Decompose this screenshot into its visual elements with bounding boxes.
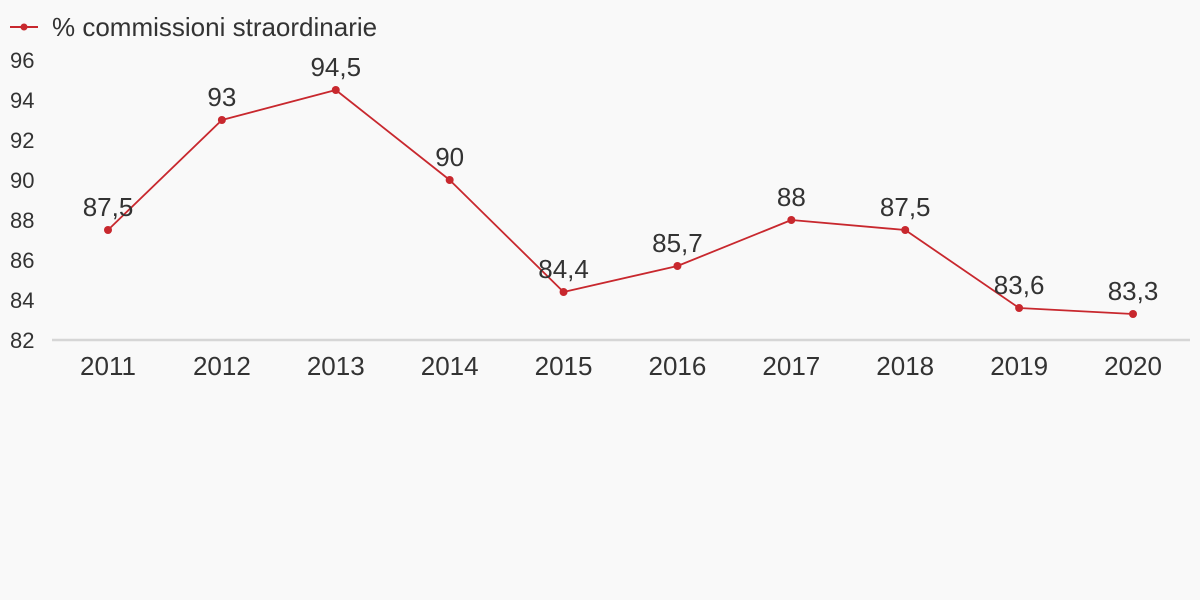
data-label: 94,5 <box>310 52 361 82</box>
data-label: 85,7 <box>652 228 703 258</box>
data-point <box>559 288 568 296</box>
x-tick-label: 2015 <box>535 351 593 381</box>
data-label: 90 <box>435 142 464 172</box>
data-point <box>787 216 796 224</box>
data-label: 88 <box>777 182 806 212</box>
x-tick-label: 2011 <box>80 351 136 381</box>
data-labels: 87,5 93 94,5 90 84,4 85,7 88 87,5 83,6 83,3 <box>83 52 1159 306</box>
y-tick-label: 86 <box>10 248 34 273</box>
y-tick-label: 96 <box>10 48 34 73</box>
data-point <box>331 86 340 94</box>
data-point <box>217 116 226 124</box>
x-axis: 2011 2012 2013 2014 2015 2016 2017 2018 2019 2020 <box>52 338 1190 381</box>
legend: % commissioni straordinarie <box>10 12 377 42</box>
y-tick-label: 82 <box>10 328 34 353</box>
data-point <box>673 262 682 270</box>
legend-marker-swatch <box>20 23 28 31</box>
data-label: 83,6 <box>994 270 1045 300</box>
x-tick-label: 2020 <box>1104 351 1162 381</box>
y-tick-label: 90 <box>10 168 34 193</box>
y-axis: 82 84 86 88 90 92 94 96 <box>10 48 34 353</box>
data-label: 83,3 <box>1108 276 1159 306</box>
x-tick-label: 2014 <box>421 351 479 381</box>
data-point <box>104 226 112 234</box>
x-tick-label: 2018 <box>876 351 934 381</box>
x-tick-label: 2012 <box>193 351 251 381</box>
y-tick-label: 94 <box>10 88 34 113</box>
legend-label: % commissioni straordinarie <box>52 12 377 42</box>
data-point <box>445 176 454 184</box>
y-tick-label: 88 <box>10 208 34 233</box>
y-tick-label: 84 <box>10 288 34 313</box>
x-tick-label: 2013 <box>307 351 365 381</box>
data-label: 87,5 <box>83 192 134 222</box>
data-label: 93 <box>207 82 236 112</box>
data-point <box>1015 304 1024 312</box>
x-tick-label: 2017 <box>762 351 820 381</box>
x-tick-label: 2016 <box>649 351 707 381</box>
x-tick-label: 2019 <box>990 351 1048 381</box>
series-group <box>104 86 1137 318</box>
y-tick-label: 92 <box>10 128 34 153</box>
data-point <box>1129 310 1137 318</box>
data-label: 84,4 <box>538 254 589 284</box>
series-line <box>107 89 1134 315</box>
data-point <box>901 226 910 234</box>
data-label: 87,5 <box>880 192 931 222</box>
